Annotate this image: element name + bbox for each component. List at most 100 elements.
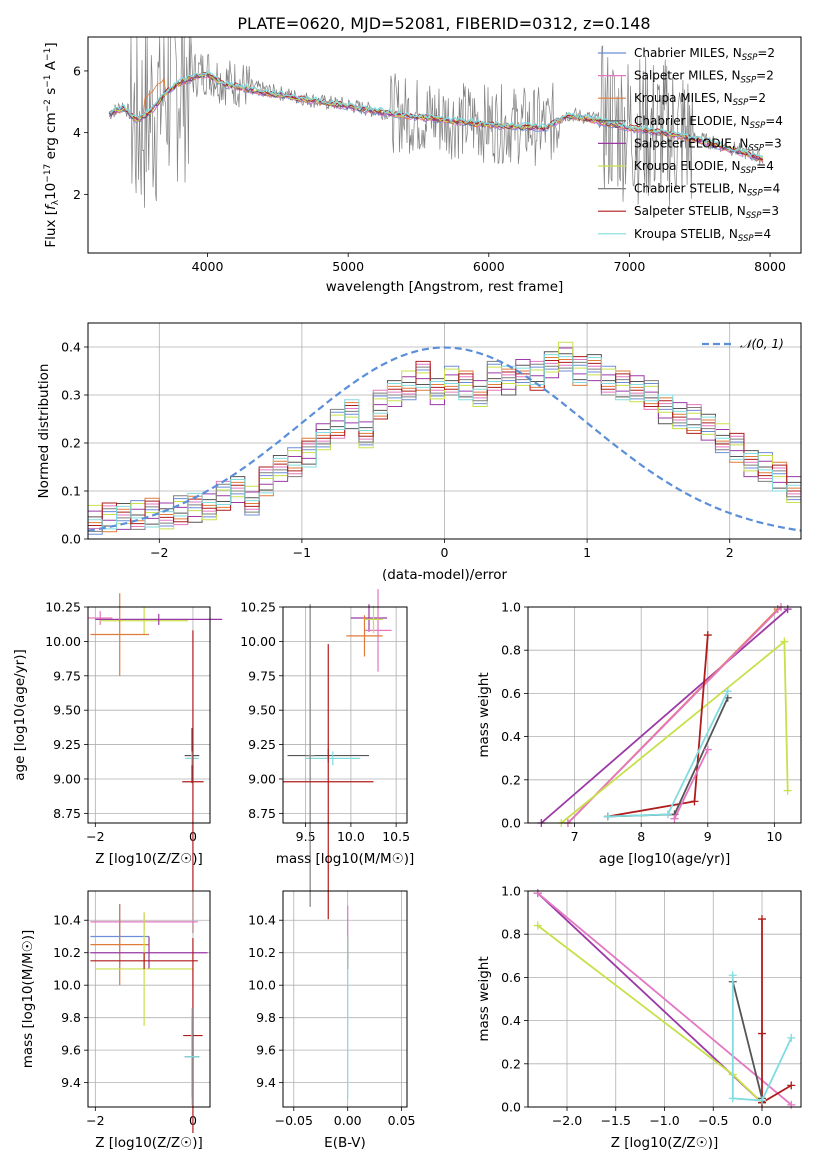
- x-tick-label: 10.0: [337, 829, 365, 844]
- mass-weight-line: [673, 749, 709, 820]
- mass-weight-marker: [758, 915, 766, 924]
- y-tick-label: 9.75: [248, 668, 276, 683]
- x-axis-label: (data-model)/error: [382, 567, 508, 583]
- mass-weight-line: [537, 924, 763, 1104]
- y-axis-label: Flux [fλ10−17 erg cm−2 s−1 A−1]: [43, 42, 61, 247]
- y-tick-label: 10.00: [45, 634, 81, 649]
- y-tick-label: 10.0: [248, 978, 276, 993]
- axes-frame: [87, 606, 211, 824]
- x-tick-label: 7: [571, 829, 579, 844]
- mass-weight-marker: [787, 1081, 796, 1090]
- mass-weight-line: [731, 975, 793, 1102]
- y-tick-label: 0.8: [501, 927, 521, 942]
- y-tick-label: 9.25: [248, 737, 276, 752]
- histogram-step-line: [88, 356, 801, 527]
- mass-weight-marker: [533, 921, 542, 930]
- observed-spectrum-line: [108, 36, 764, 208]
- y-tick-label: 0.4: [61, 340, 81, 355]
- mass-weight-marker: [703, 631, 712, 640]
- y-tick-label: 9.6: [61, 1043, 81, 1058]
- axes-frame: [87, 36, 802, 254]
- y-tick-label: 9.8: [61, 1010, 81, 1025]
- x-tick-label: 9: [704, 829, 712, 844]
- mass-weight-line: [607, 697, 729, 818]
- x-tick-label: −2.0: [552, 1113, 582, 1128]
- y-tick-label: 0.2: [501, 772, 521, 787]
- y-axis-label: Normed distribution: [36, 364, 52, 499]
- y-tick-label: 10.4: [248, 913, 276, 928]
- mass-weight-marker: [533, 889, 542, 898]
- mass-vs-ebv-panel: −0.05 0.00 0.05 9.4 9.6 9.8 10.0 10.2 10.4 E(B-V): [248, 890, 416, 1151]
- mass-weight-marker: [603, 812, 612, 821]
- x-tick-label: −1: [293, 545, 311, 560]
- figure-title: PLATE=0620, MJD=52081, FIBERID=0312, z=0…: [237, 14, 650, 33]
- mass-weight-line: [567, 606, 782, 824]
- model-spectrum-line: [108, 70, 764, 157]
- y-tick-label: 0.4: [501, 1013, 521, 1028]
- histogram-step-line: [88, 354, 801, 530]
- y-tick-label: 0.0: [501, 816, 521, 831]
- y-axis-label: mass [log10(M/M☉)]: [20, 930, 36, 1069]
- mass-weight-marker: [783, 605, 792, 614]
- y-axis-label: mass weight: [476, 672, 492, 757]
- legend-entry: Kroupa MILES, NSSP=2: [634, 91, 766, 108]
- y-tick-label: 0.2: [61, 436, 81, 451]
- y-tick-label: 9.00: [53, 771, 81, 786]
- y-tick-label: 8.75: [248, 806, 276, 821]
- legend-entry: Chabrier STELIB, NSSP=4: [634, 182, 780, 199]
- y-tick-label: 0.0: [501, 1100, 521, 1115]
- axes-frame: [87, 890, 211, 1108]
- legend-entry: Chabrier ELODIE, NSSP=4: [634, 114, 783, 131]
- x-tick-label: −2: [150, 545, 168, 560]
- legend-entry: Kroupa ELODIE, NSSP=4: [634, 159, 774, 176]
- x-tick-label: −1.5: [601, 1113, 631, 1128]
- x-tick-label: −1.0: [649, 1113, 679, 1128]
- x-axis-label: mass [log10(M/M☉)]: [276, 851, 415, 867]
- x-tick-label: 8: [637, 829, 645, 844]
- axes-frame: [282, 890, 408, 1108]
- y-tick-label: 0.2: [501, 1056, 521, 1071]
- axes-frame: [527, 890, 802, 1108]
- y-tick-label: 4: [73, 125, 81, 140]
- axes-frame: [527, 606, 802, 824]
- x-tick-label: 6000: [473, 259, 505, 274]
- mass-weight-line: [560, 639, 789, 824]
- y-tick-label: 10.25: [240, 600, 276, 615]
- y-tick-label: 0.4: [501, 729, 521, 744]
- age-vs-mass-panel: 9.5 10.0 10.5 8.75 9.00 9.25 9.50 9.75 10.00 10.2…: [240, 589, 415, 920]
- mass-weight-marker: [787, 1100, 796, 1109]
- mass-weight-marker: [783, 786, 792, 795]
- mass-weight-line: [540, 608, 789, 824]
- x-tick-label: −2: [86, 1113, 104, 1128]
- y-axis-label: age [log10(age/yr)]: [12, 649, 28, 781]
- mass-weight-line: [607, 635, 709, 818]
- y-axis-label: mass weight: [476, 956, 492, 1041]
- y-tick-label: 0.6: [501, 686, 521, 701]
- x-tick-label: −0.5: [698, 1113, 728, 1128]
- y-tick-label: 9.4: [256, 1075, 276, 1090]
- y-tick-label: 1.0: [501, 884, 521, 899]
- y-tick-label: 9.25: [53, 737, 81, 752]
- mass-weight-marker: [758, 1096, 766, 1105]
- x-axis-label: Z [log10(Z/Z☉)]: [611, 1135, 719, 1151]
- y-tick-label: 0.1: [61, 484, 81, 499]
- x-tick-label: −0.05: [275, 1113, 313, 1128]
- spectrum-panel: 4000 5000 6000 7000 8000 2 4 6 wavelength [Angst…: [43, 36, 802, 295]
- y-tick-label: 9.8: [256, 1010, 276, 1025]
- x-tick-label: −2: [86, 829, 104, 844]
- x-tick-label: 0.05: [388, 1113, 416, 1128]
- y-tick-label: 10.4: [53, 913, 81, 928]
- x-axis-label: wavelength [Angstrom, rest frame]: [326, 279, 564, 295]
- mass-weight-line: [607, 690, 729, 818]
- y-tick-label: 9.4: [61, 1075, 81, 1090]
- model-spectrum-line: [109, 72, 763, 159]
- y-tick-label: 9.50: [53, 703, 81, 718]
- x-tick-label: 10: [766, 829, 782, 844]
- mass-weight-line: [537, 892, 792, 1106]
- mass-weight-line: [761, 919, 792, 1105]
- x-tick-label: 5000: [332, 259, 364, 274]
- mass-weight-line: [731, 981, 763, 1099]
- x-tick-label: 7000: [614, 259, 646, 274]
- gaussian-curve: [87, 346, 802, 532]
- mass-weight-marker: [758, 1029, 766, 1038]
